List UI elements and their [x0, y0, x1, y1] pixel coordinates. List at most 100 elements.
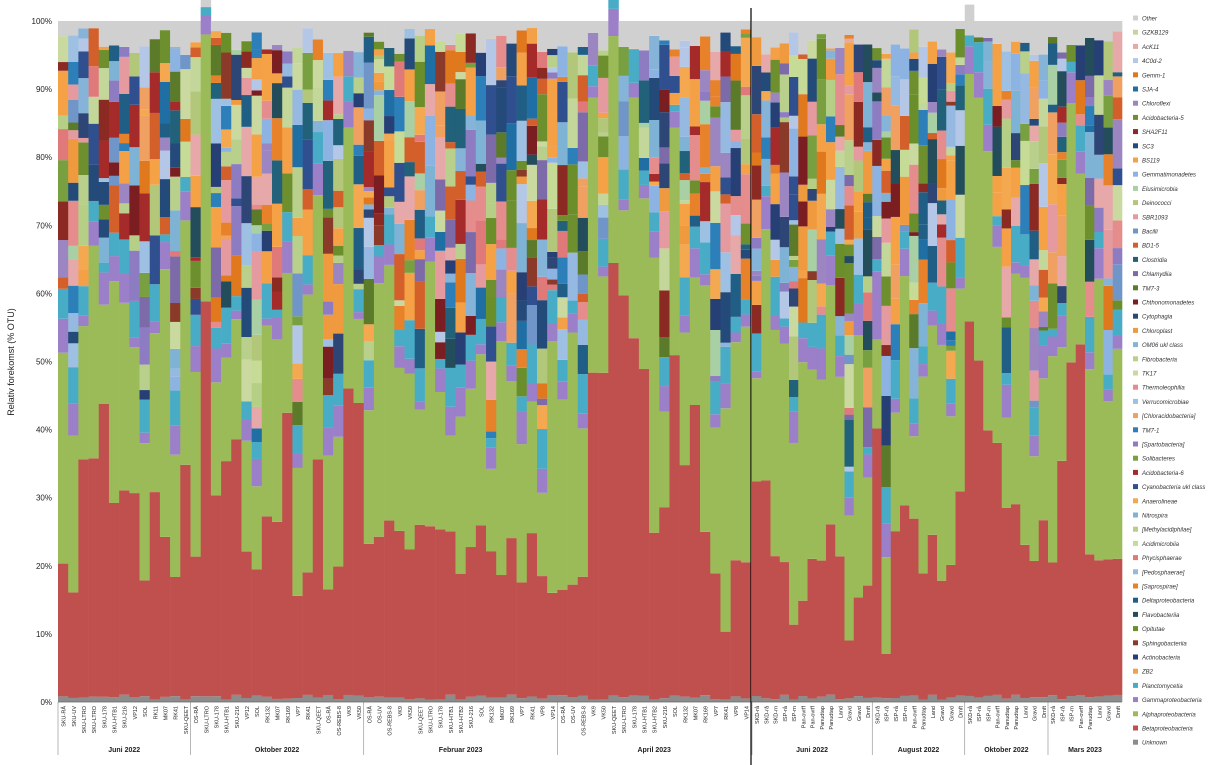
bar-segment	[700, 182, 711, 222]
bar-segment	[789, 194, 799, 221]
bar-segment	[384, 196, 395, 208]
bar-segment	[119, 694, 130, 702]
legend-swatch	[1133, 157, 1138, 163]
bar-segment	[909, 436, 919, 519]
bar-segment	[312, 87, 324, 121]
bar-segment	[577, 217, 589, 252]
bar-segment	[210, 348, 222, 383]
bar-segment	[1103, 185, 1114, 230]
bar-segment	[241, 95, 252, 127]
sample-label: SOL	[479, 706, 485, 717]
bar-segment	[88, 123, 100, 165]
bar-segment	[863, 447, 873, 455]
legend-swatch	[1133, 540, 1138, 546]
legend-swatch	[1133, 597, 1138, 603]
bar-segment	[770, 315, 781, 330]
bar-segment	[1029, 183, 1040, 231]
bar-segment	[68, 100, 79, 123]
bar-segment	[577, 695, 589, 702]
bar-segment	[536, 67, 548, 79]
sample-label: SKU-HTB1	[225, 706, 231, 733]
bar-segment	[1011, 160, 1021, 168]
bar-segment	[496, 297, 507, 323]
bar-segment	[68, 343, 79, 368]
bar-segment	[946, 155, 956, 161]
bar-segment	[826, 524, 836, 695]
bar-segment	[353, 93, 365, 108]
bar-segment	[455, 243, 466, 259]
bar-segment	[779, 282, 790, 292]
bar-segment	[730, 141, 742, 149]
bar-segment	[129, 300, 140, 338]
bar-segment	[909, 70, 919, 95]
bar-segment	[190, 260, 201, 288]
bar-segment	[798, 696, 808, 702]
bar-segment	[918, 573, 929, 700]
bar-segment	[353, 52, 365, 78]
bar-segment	[638, 369, 650, 696]
bar-segment	[394, 53, 405, 62]
bar-segment	[1048, 204, 1058, 253]
bar-segment	[506, 259, 517, 271]
bar-segment	[98, 99, 110, 141]
bar-segment	[1029, 118, 1040, 126]
bar-segment	[1029, 60, 1040, 88]
bar-segment	[373, 256, 385, 284]
bar-segment	[139, 580, 151, 697]
bar-segment	[414, 21, 426, 36]
bar-segment	[108, 502, 120, 698]
bar-segment	[872, 271, 882, 340]
bar-segment	[669, 49, 680, 57]
bar-segment	[221, 357, 232, 462]
bar-segment	[404, 176, 415, 220]
bar-segment	[826, 285, 836, 525]
bar-segment	[872, 697, 882, 702]
bar-segment	[689, 226, 701, 249]
sample-label: SKU-QEET	[316, 705, 322, 734]
bar-segment	[424, 237, 436, 262]
bar-segment	[659, 112, 670, 148]
bar-segment	[98, 181, 110, 205]
bar-segment	[1103, 229, 1114, 279]
bar-segment	[974, 97, 984, 361]
legend-label: Clostridia	[1142, 258, 1168, 264]
legend-swatch	[1133, 484, 1138, 490]
bar-segment	[119, 56, 130, 94]
bar-segment	[506, 538, 517, 695]
bar-segment	[909, 143, 919, 165]
bar-segment	[353, 312, 365, 319]
bar-segment	[129, 250, 140, 301]
bar-segment	[567, 52, 579, 99]
legend-label: TK17	[1142, 372, 1157, 378]
bar-segment	[983, 430, 993, 696]
bar-segment	[139, 364, 151, 391]
bar-segment	[863, 142, 873, 151]
legend-swatch	[1133, 498, 1138, 504]
bar-segment	[992, 192, 1003, 217]
bar-segment	[1001, 90, 1012, 100]
bar-segment	[455, 364, 466, 388]
legend-swatch	[1133, 129, 1138, 135]
bar-segment	[720, 408, 731, 632]
bar-segment	[475, 21, 487, 53]
bar-segment	[638, 80, 650, 123]
bar-segment	[1001, 327, 1012, 374]
bar-segment	[536, 146, 548, 161]
bar-segment	[536, 698, 548, 702]
bar-segment	[720, 203, 731, 253]
bar-segment	[1103, 559, 1114, 696]
bar-segment	[333, 262, 344, 285]
bar-segment	[404, 358, 415, 374]
bar-segment	[200, 301, 212, 697]
bar-segment	[816, 79, 827, 125]
bar-segment	[221, 32, 232, 53]
bar-segment	[816, 379, 827, 561]
sample-label: RK132	[265, 706, 271, 723]
bar-segment	[363, 324, 375, 342]
bar-segment	[598, 157, 609, 194]
bar-segment	[628, 338, 640, 696]
bar-segment	[567, 332, 579, 585]
bar-segment	[414, 250, 426, 260]
bar-segment	[700, 285, 711, 532]
bar-segment	[1066, 362, 1077, 697]
